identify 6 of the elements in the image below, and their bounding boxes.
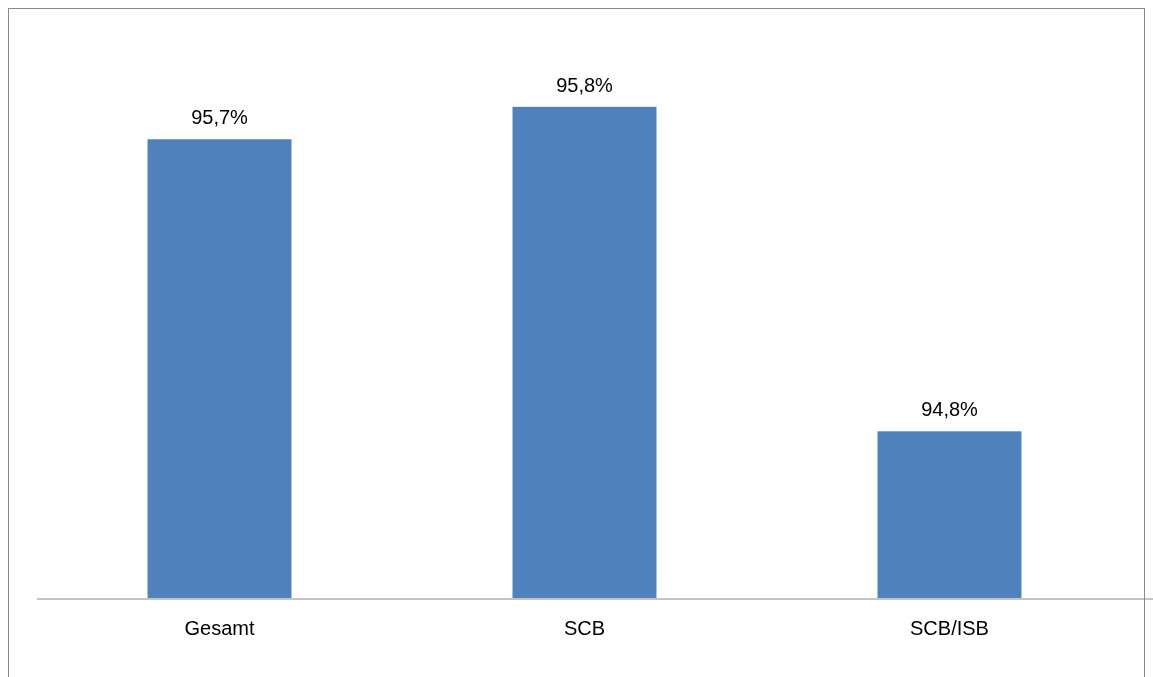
x-tick-label: SCB/ISB — [910, 617, 989, 639]
x-tick-label: SCB — [563, 617, 606, 639]
data-label: 94,8% — [921, 398, 979, 421]
x-tick-label: Gesamt — [184, 617, 255, 639]
data-label: 95,7% — [191, 106, 249, 129]
data-label: 95,8% — [556, 73, 614, 96]
